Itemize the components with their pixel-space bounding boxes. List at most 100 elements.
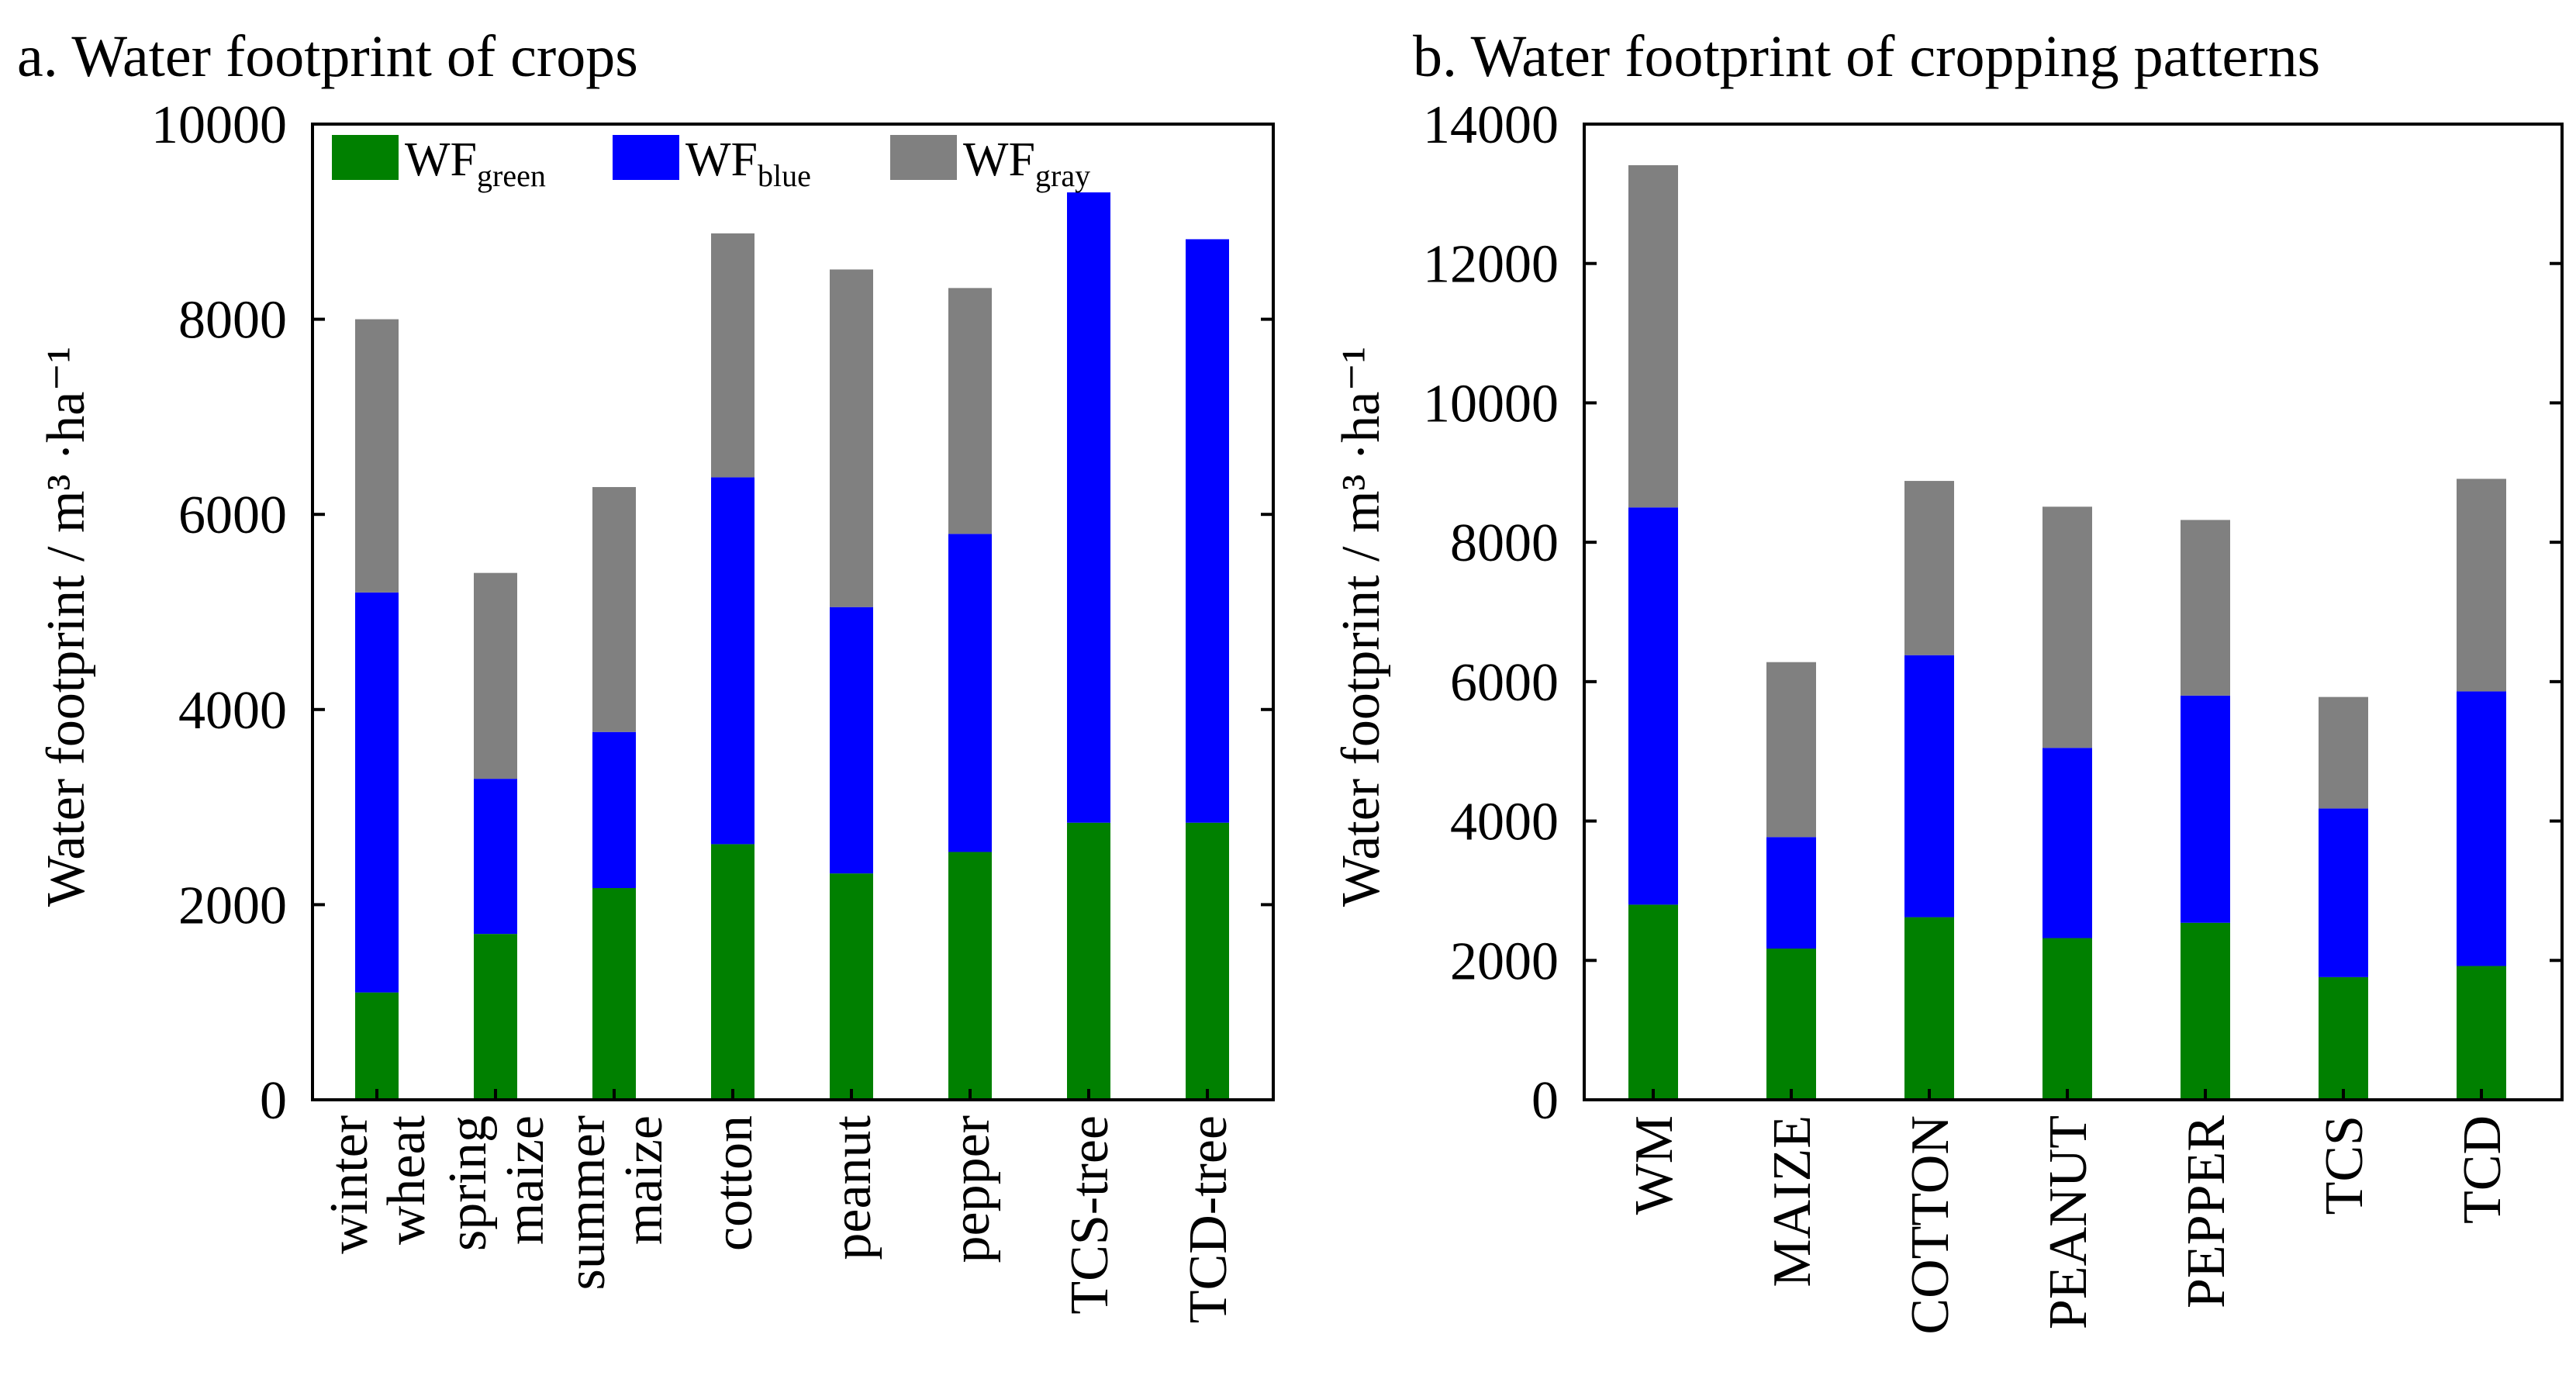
panel-b-y-tick-label: 0 <box>1531 1071 1559 1131</box>
panel-a-bar-green <box>1067 822 1110 1100</box>
panel-b-x-tick-label-group: WM <box>1625 1115 1684 1215</box>
panel-b-x-tick-label: TCS <box>2315 1115 2374 1215</box>
panel-a-x-tick-label: maize <box>614 1115 674 1245</box>
panel-a-bar-blue <box>830 607 873 874</box>
panel-a-bar-gray <box>948 288 992 534</box>
panel-b-x-tick-label-group: TCS <box>2315 1115 2374 1215</box>
panel-b-y-tick-label: 8000 <box>1450 513 1559 573</box>
legend: WFgreen WFblue WFgray <box>332 133 1090 193</box>
panel-a-x-tick-label: spring <box>438 1115 498 1251</box>
legend-label-green-base: WF <box>405 133 477 186</box>
panel-a-x-tick-label-group: TCS-tree <box>1060 1115 1120 1315</box>
panel-b-bar-blue <box>2181 695 2230 923</box>
panel-a-y-tick-label: 2000 <box>178 876 287 935</box>
panel-a-y-tick-label: 0 <box>260 1071 287 1131</box>
panel-b-bar-blue <box>1904 655 1954 918</box>
panel-b-y-tick-label: 6000 <box>1450 653 1559 713</box>
panel-b-bar-green <box>2181 922 2230 1100</box>
panel-a-x-tick-label: cotton <box>704 1115 764 1251</box>
legend-label-blue: WFblue <box>685 133 811 193</box>
panel-a-x-tick-label: pepper <box>941 1115 1001 1263</box>
legend-label-gray: WFgray <box>963 133 1090 193</box>
panel-b-bar-green <box>2042 938 2092 1100</box>
panel-a-x-tick-label: maize <box>496 1115 555 1245</box>
panel-b-y-tick-label: 14000 <box>1423 95 1559 155</box>
legend-label-blue-sub: blue <box>758 158 811 193</box>
panel-a-bar-blue <box>1186 239 1229 823</box>
panel-b-bar-green <box>1628 904 1678 1100</box>
legend-label-blue-base: WF <box>685 133 758 186</box>
panel-a-bar-gray <box>830 269 873 607</box>
panel-a-bar-blue <box>355 592 399 993</box>
panel-a-x-tick-label: wheat <box>377 1115 437 1245</box>
panel-a-bar-green <box>474 934 517 1100</box>
panel-b-bar-gray <box>1904 481 1954 655</box>
panel-a-x-tick-label: winter <box>319 1115 379 1254</box>
panel-a-x-tick-label-group: maize <box>614 1115 674 1245</box>
panel-a-bar-gray <box>474 572 517 779</box>
panel-b-x-tick-label: PEPPER <box>2177 1115 2236 1308</box>
panel-a-bar-gray <box>711 233 754 478</box>
panel-a-y-tick-label: 8000 <box>178 291 287 351</box>
panel-a-x-tick-label-group: winter <box>319 1115 379 1254</box>
panel-b-bar-blue <box>2042 748 2092 938</box>
panel-b-y-tick-label: 12000 <box>1423 235 1559 295</box>
panel-a-bar-blue <box>711 477 754 845</box>
panel-a-bar-green <box>592 888 636 1100</box>
legend-label-green: WFgreen <box>405 133 546 193</box>
panel-a-chart: a. Water footprint of crops Water footpr… <box>17 24 1275 1323</box>
panel-a-bar-blue <box>948 534 992 852</box>
panel-b-x-tick-label: WM <box>1625 1115 1684 1215</box>
panel-a-bar-green <box>355 992 399 1100</box>
panel-a-x-tick-label-group: summer <box>557 1115 616 1291</box>
panel-b-x-tick-label: COTTON <box>1901 1115 1960 1335</box>
panel-b-chart: b. Water footprint of cropping patterns … <box>1331 24 2564 1335</box>
panel-b-x-tick-label-group: COTTON <box>1901 1115 1960 1335</box>
panel-b-x-tick-label-group: PEANUT <box>2039 1115 2098 1329</box>
panel-b-bar-gray <box>1766 662 1816 838</box>
panel-b-bar-blue <box>2457 691 2506 966</box>
legend-swatch-blue <box>613 135 679 180</box>
panel-a-bar-green <box>711 844 754 1100</box>
panel-b-x-tick-label-group: TCD <box>2453 1115 2512 1224</box>
panel-b-y-tick-label: 4000 <box>1450 793 1559 852</box>
legend-swatch-green <box>332 135 399 180</box>
panel-a-x-tick-label: summer <box>557 1115 616 1291</box>
panel-b-y-tick-label: 2000 <box>1450 931 1559 991</box>
legend-label-green-sub: green <box>477 158 546 193</box>
panel-b-plot-frame <box>1583 123 2564 1101</box>
panel-a-bar-blue <box>474 779 517 935</box>
panel-a-x-tick-label-group: wheat <box>377 1115 437 1245</box>
panel-b-bar-gray <box>2319 696 2368 809</box>
panel-b-title: b. Water footprint of cropping patterns <box>1413 24 2320 89</box>
panel-a-x-tick-label: TCD-tree <box>1179 1115 1238 1323</box>
panel-a-bar-blue <box>1067 192 1110 823</box>
panel-b-bar-gray <box>2457 479 2506 692</box>
panel-a-x-tick-label-group: TCD-tree <box>1179 1115 1238 1323</box>
panel-b-bar-gray <box>2181 520 2230 696</box>
panel-a-bar-blue <box>592 731 636 889</box>
panel-a-bar-green <box>948 852 992 1100</box>
panel-b-x-tick-label-group: MAIZE <box>1763 1115 1822 1287</box>
panel-a-y-tick-label: 4000 <box>178 681 287 741</box>
legend-label-gray-sub: gray <box>1035 158 1090 193</box>
panel-b-x-tick-label: TCD <box>2453 1115 2512 1224</box>
panel-a-x-tick-label-group: peanut <box>823 1115 882 1260</box>
panel-a-y-tick-label: 10000 <box>151 95 287 155</box>
panel-a-bar-green <box>830 873 873 1100</box>
panel-a-bar-gray <box>355 319 399 593</box>
panel-a-y-axis-label: Water footprint / m³ ·ha⁻¹ <box>36 347 96 907</box>
panel-a-x-tick-label-group: maize <box>496 1115 555 1245</box>
panel-a-bar-green <box>1186 822 1229 1100</box>
legend-label-gray-base: WF <box>963 133 1035 186</box>
panel-b-bar-green <box>2457 966 2506 1100</box>
panel-b-y-axis-label: Water footprint / m³ ·ha⁻¹ <box>1331 347 1391 907</box>
panel-b-x-tick-label: MAIZE <box>1763 1115 1822 1287</box>
panel-b-bar-green <box>2319 976 2368 1100</box>
panel-a-x-tick-label-group: spring <box>438 1115 498 1251</box>
panel-b-bar-green <box>1904 917 1954 1100</box>
panel-b-y-tick-label: 10000 <box>1423 374 1559 434</box>
panel-b-bar-blue <box>1628 507 1678 905</box>
panel-a-x-tick-label-group: cotton <box>704 1115 764 1251</box>
